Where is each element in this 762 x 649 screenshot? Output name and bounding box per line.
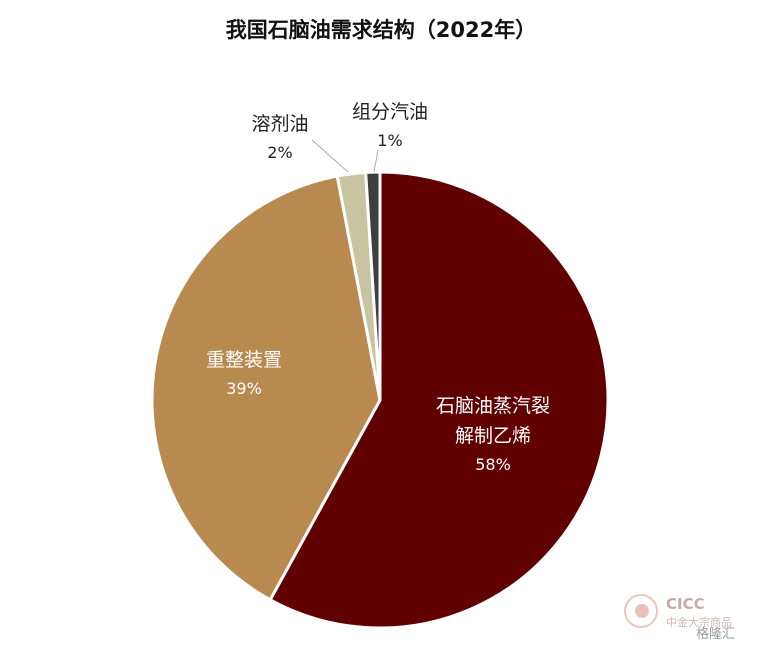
slice-ethylene-label: 解制乙烯 <box>455 425 531 447</box>
slice-reforming <box>150 174 382 602</box>
slice-ethylene <box>268 170 610 630</box>
slice-ethylene-label: 石脑油蒸汽裂 <box>436 395 550 417</box>
slice-solvent-label: 溶剂油 <box>251 113 308 135</box>
watermark-overlay: 格隆汇 <box>696 627 736 642</box>
slice-gasoline <box>364 170 382 401</box>
watermark-brand: CICC <box>666 595 705 613</box>
slice-gasoline-label: 组分汽油 <box>352 101 428 123</box>
slice-ethylene-value-label: 58% <box>475 455 511 474</box>
slice-gasoline-value-label: 1% <box>377 131 402 150</box>
cicc-logo-icon <box>624 594 658 628</box>
cicc-watermark: CICC 中金大宗商品 格隆汇 <box>624 594 760 644</box>
watermark-sub: 中金大宗商品 <box>666 616 732 629</box>
chart-title: 我国石脑油需求结构（2022年） <box>225 18 537 42</box>
slice-solvent-leader-line <box>311 139 349 173</box>
slice-reforming-value-label: 39% <box>226 379 262 398</box>
slice-gasoline-leader-line <box>373 149 379 173</box>
slice-solvent-value-label: 2% <box>267 143 292 162</box>
slice-reforming-label: 重整装置 <box>206 349 282 371</box>
